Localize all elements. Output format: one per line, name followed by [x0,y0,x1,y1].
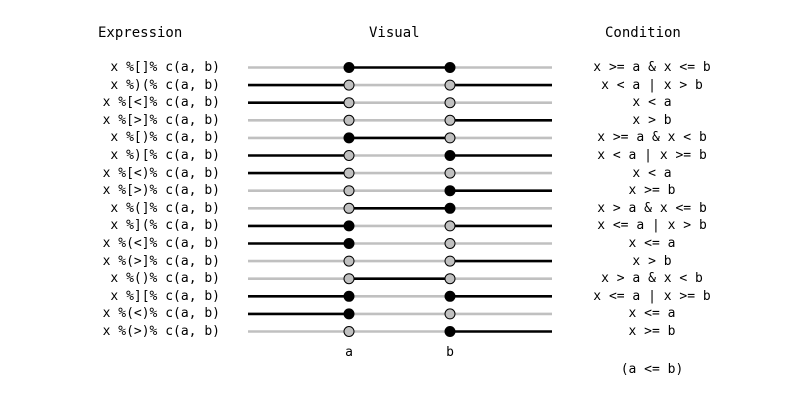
endpoint-a-open [343,97,355,109]
axis-label-a: a [345,345,353,360]
condition-text: x > a & x < b [601,271,703,287]
expression-text: x %[>)% c(a, b) [102,183,220,199]
endpoint-a-open [343,202,355,214]
interval-row [248,185,552,197]
endpoint-b-open [444,114,456,126]
endpoint-b-open [444,132,456,144]
interval-row [248,167,552,179]
endpoint-a-open [343,273,355,285]
axis-label-b: b [446,345,454,360]
endpoint-a-open [343,114,355,126]
interval-row [248,150,552,161]
endpoint-b-closed [444,202,456,214]
endpoint-b-open [444,273,456,285]
condition-text: x >= a & x <= b [593,60,711,75]
condition-text: x < a [632,165,672,181]
interval-row [248,273,552,285]
expression-text: x %(>]% c(a, b) [102,253,220,269]
interval-row [248,79,552,91]
endpoint-a-open [343,326,355,337]
expression-text: x %[<]% c(a, b) [102,95,220,111]
condition-text: x < a | x >= b [597,147,707,163]
condition-text: x <= a | x > b [597,218,707,234]
endpoint-b-open [444,97,456,109]
visual-header: Visual [369,25,420,41]
endpoint-a-closed [343,290,355,302]
expression-text: x %)[% c(a, b) [110,147,220,163]
endpoint-b-open [444,220,456,232]
expression-header: Expression [98,25,183,41]
interval-row [248,290,552,302]
expression-text: x %[>]% c(a, b) [102,112,220,128]
endpoint-b-closed [444,150,456,161]
endpoint-a-closed [343,308,355,320]
condition-text: x > b [632,112,672,128]
expression-text: x %(]% c(a, b) [110,200,220,216]
endpoint-b-closed [444,185,456,197]
interval-row [248,220,552,232]
condition-text: x > a & x <= b [597,200,707,216]
endpoint-a-closed [343,132,355,144]
endpoint-a-closed [343,220,355,232]
endpoint-b-open [444,79,456,91]
endpoint-a-closed [343,62,355,73]
condition-text: x <= a [628,306,676,322]
expression-text: x %()% c(a, b) [110,271,220,287]
endpoint-a-open [343,255,355,267]
expression-text: x %(<]% c(a, b) [102,235,220,251]
endpoint-a-open [343,79,355,91]
expression-text: x %(>)% c(a, b) [102,323,220,339]
interval-row [248,132,552,144]
interval-row [248,255,552,267]
condition-text: x <= a [628,235,676,251]
endpoint-b-open [444,238,456,249]
endpoint-b-open [444,308,456,320]
endpoint-a-open [343,167,355,179]
interval-row [248,62,552,73]
endpoint-a-open [343,150,355,161]
endpoint-b-closed [444,326,456,337]
endpoint-b-closed [444,290,456,302]
interval-row [248,308,552,320]
endpoint-a-closed [343,238,355,249]
expression-text: x %[]% c(a, b) [110,60,220,75]
expression-text: x %[)% c(a, b) [110,130,220,146]
expression-text: x %[<)% c(a, b) [102,165,220,181]
condition-text: x <= a | x >= b [593,288,711,304]
condition-header: Condition [605,25,681,41]
interval-row [248,97,552,109]
endpoint-b-closed [444,62,456,73]
expression-text: x %](% c(a, b) [110,218,220,234]
endpoint-a-open [343,185,355,197]
condition-text: x >= b [628,323,676,339]
interval-row [248,326,552,337]
condition-text: x > b [632,253,672,269]
interval-row [248,114,552,126]
endpoint-b-open [444,255,456,267]
expression-text: x %][% c(a, b) [110,288,220,304]
constraint-note: (a <= b) [621,362,684,377]
interval-row [248,238,552,249]
condition-text: x >= b [628,183,676,199]
condition-text: x >= a & x < b [597,130,707,146]
condition-text: x < a | x > b [601,77,703,93]
expression-text: x %(<)% c(a, b) [102,306,220,322]
endpoint-b-open [444,167,456,179]
interval-row [248,202,552,214]
condition-text: x < a [632,95,672,111]
expression-text: x %)(% c(a, b) [110,77,220,93]
expression-column: x %[]% c(a, b) x %)(% c(a, b) x %[<]% c(a,… [0,59,220,341]
